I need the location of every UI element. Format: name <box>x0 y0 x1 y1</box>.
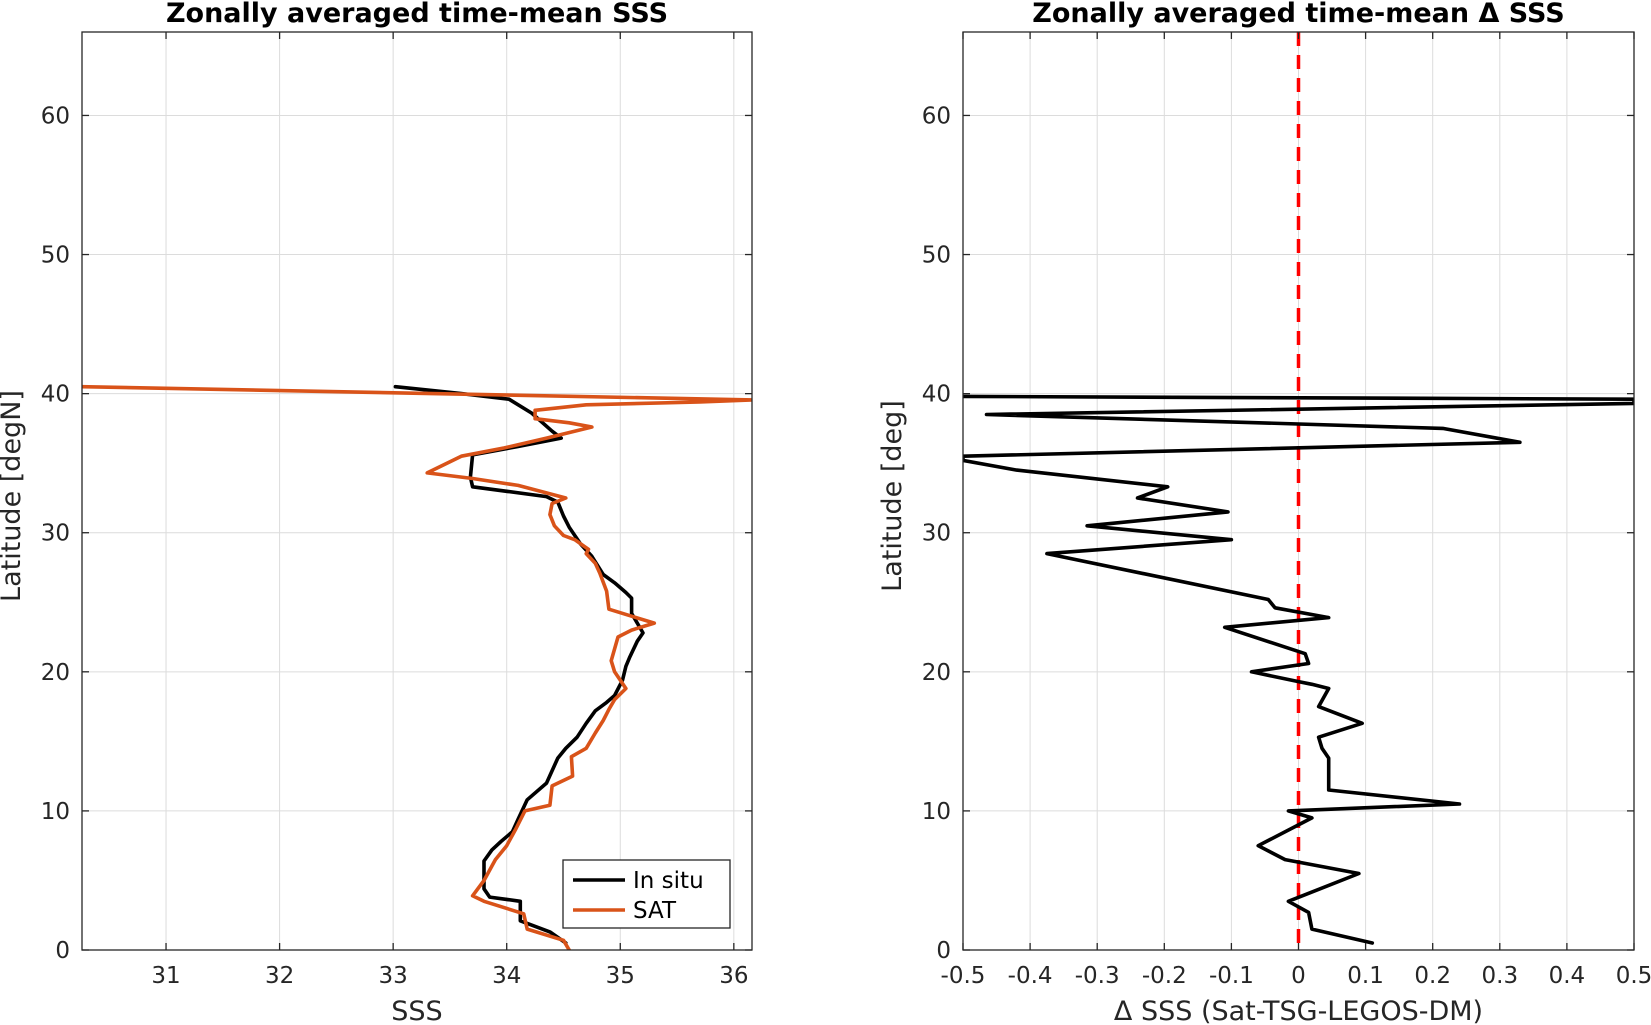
right-x-tick-label: -0.4 <box>1008 963 1053 989</box>
right-x-tick-label: -0.2 <box>1142 963 1187 989</box>
left-y-tick-label: 40 <box>41 382 70 408</box>
right-x-tick-label: 0.5 <box>1616 963 1651 989</box>
left-chart: 31 32 33 34 35 36 0 10 20 30 40 50 60 Zonally average… <box>0 0 753 1025</box>
right-series-delta-sss <box>963 394 1634 945</box>
left-chart-title: Zonally averaged time-mean SSS <box>166 0 668 29</box>
right-chart-title: Zonally averaged time-mean Δ SSS <box>1032 0 1564 29</box>
right-x-tick-label: 0.2 <box>1414 963 1451 989</box>
right-chart: -0.5 -0.4 -0.3 -0.2 -0.1 0 0.1 0.2 0.3 0.4 0.5 0 10 2… <box>877 0 1651 1025</box>
right-x-tick-label: 0.3 <box>1482 963 1519 989</box>
right-y-tick-label: 20 <box>922 660 951 686</box>
left-y-tick-label: 10 <box>41 799 70 825</box>
left-y-tick-label: 30 <box>41 521 70 547</box>
right-x-tick-label: -0.3 <box>1075 963 1120 989</box>
left-x-tick-label: 32 <box>265 963 294 989</box>
left-y-tick-label: 60 <box>41 103 70 129</box>
left-y-tick-label: 50 <box>41 243 70 269</box>
right-y-tick-label: 30 <box>922 521 951 547</box>
left-series-in-situ <box>393 384 645 945</box>
right-x-tick-label: 0.1 <box>1347 963 1384 989</box>
left-y-axis-label: Latitude [degN] <box>0 390 27 602</box>
legend-label-sat: SAT <box>633 898 677 924</box>
right-y-tick-label: 60 <box>922 103 951 129</box>
right-x-axis-label: Δ SSS (Sat-TSG-LEGOS-DM) <box>1114 996 1483 1025</box>
right-y-tick-label: 40 <box>922 382 951 408</box>
left-x-axis-label: SSS <box>391 996 442 1025</box>
left-axes-box <box>81 31 753 951</box>
left-plot-area <box>82 32 752 950</box>
legend-box <box>562 859 731 929</box>
right-y-axis-label: Latitude [deg] <box>877 400 908 592</box>
right-y-tick-label: 10 <box>922 799 951 825</box>
left-y-tick-label: 0 <box>55 938 70 964</box>
right-series-group <box>963 394 1634 945</box>
right-y-tick-label: 0 <box>936 938 951 964</box>
right-x-tick-label: -0.1 <box>1209 963 1254 989</box>
right-x-tick-label: 0 <box>1291 963 1306 989</box>
left-x-tick-label: 33 <box>379 963 408 989</box>
left-y-tick-label: 20 <box>41 660 70 686</box>
left-series-sat <box>82 384 752 950</box>
right-y-tick-label: 50 <box>922 243 951 269</box>
left-x-tick-label: 34 <box>492 963 521 989</box>
legend-label-in-situ: In situ <box>633 868 704 894</box>
right-x-tick-label: -0.5 <box>941 963 986 989</box>
left-x-tick-label: 31 <box>151 963 180 989</box>
left-x-tick-label: 35 <box>606 963 635 989</box>
left-x-tick-label: 36 <box>719 963 748 989</box>
right-x-tick-label: 0.4 <box>1549 963 1586 989</box>
left-legend: In situ SAT <box>562 859 731 929</box>
left-series-group <box>82 384 752 950</box>
